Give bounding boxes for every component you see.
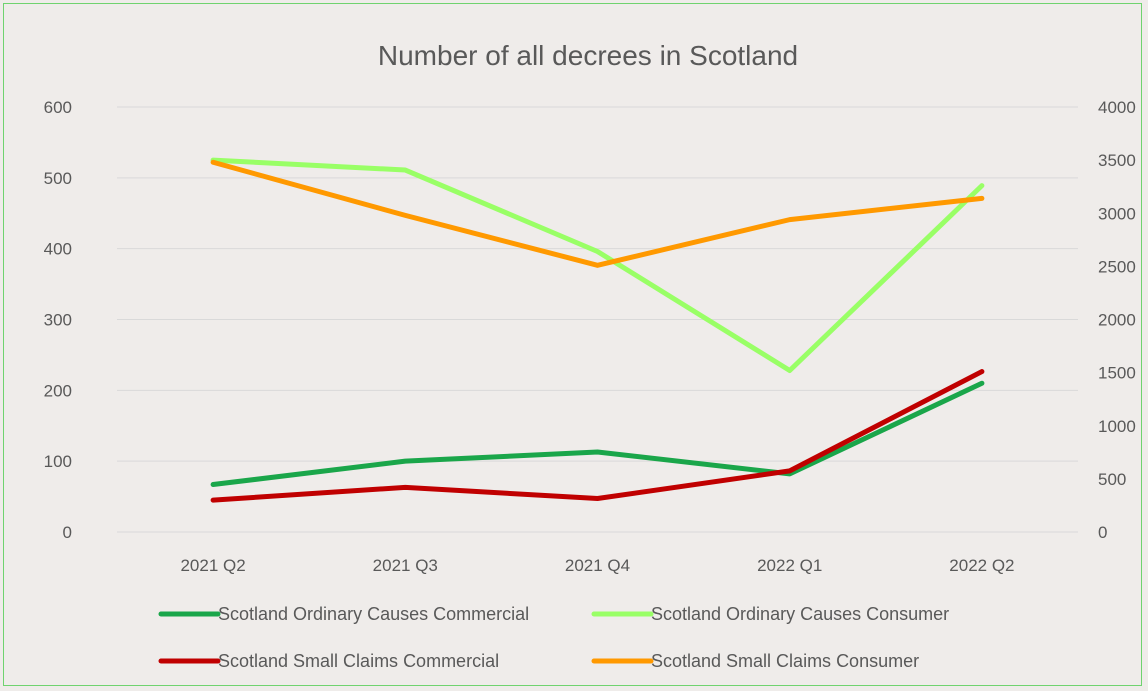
legend-label: Scotland Ordinary Causes Commercial: [218, 604, 529, 624]
right-tick-label: 500: [1098, 470, 1126, 489]
right-tick-label: 0: [1098, 523, 1107, 542]
legend-label: Scotland Small Claims Commercial: [218, 651, 499, 671]
x-tick-label: 2021 Q3: [373, 556, 438, 575]
legend: Scotland Ordinary Causes Commercial Scotl…: [158, 604, 949, 671]
right-tick-label: 2000: [1098, 311, 1136, 330]
left-tick-label: 100: [44, 452, 72, 471]
gridlines: [117, 106, 1078, 533]
right-tick-label: 3500: [1098, 151, 1136, 170]
right-tick-label: 4000: [1098, 98, 1136, 117]
chart-title: Number of all decrees in Scotland: [378, 40, 798, 71]
series-lines: [210, 157, 985, 503]
right-tick-label: 1000: [1098, 417, 1136, 436]
right-tick-label: 1500: [1098, 364, 1136, 383]
legend-label: Scotland Ordinary Causes Consumer: [651, 604, 949, 624]
legend-label: Scotland Small Claims Consumer: [651, 651, 919, 671]
left-tick-label: 200: [44, 381, 72, 400]
chart-frame: [3, 3, 1142, 686]
left-tick-label: 500: [44, 169, 72, 188]
right-tick-label: 3000: [1098, 204, 1136, 223]
x-axis-ticks: 2021 Q2 2021 Q3 2021 Q4 2022 Q1 2022 Q2: [180, 556, 1014, 575]
left-tick-label: 400: [44, 240, 72, 259]
left-tick-label: 300: [44, 311, 72, 330]
x-tick-label: 2021 Q2: [180, 556, 245, 575]
left-axis-ticks: 0 100 200 300 400 500 600: [44, 98, 72, 542]
right-tick-label: 2500: [1098, 257, 1136, 276]
x-tick-label: 2021 Q4: [565, 556, 630, 575]
x-tick-label: 2022 Q2: [949, 556, 1014, 575]
right-axis-ticks: 0 500 1000 1500 2000 2500 3000 3500 4000: [1098, 98, 1136, 542]
left-tick-label: 0: [63, 523, 72, 542]
x-tick-label: 2022 Q1: [757, 556, 822, 575]
left-tick-label: 600: [44, 98, 72, 117]
